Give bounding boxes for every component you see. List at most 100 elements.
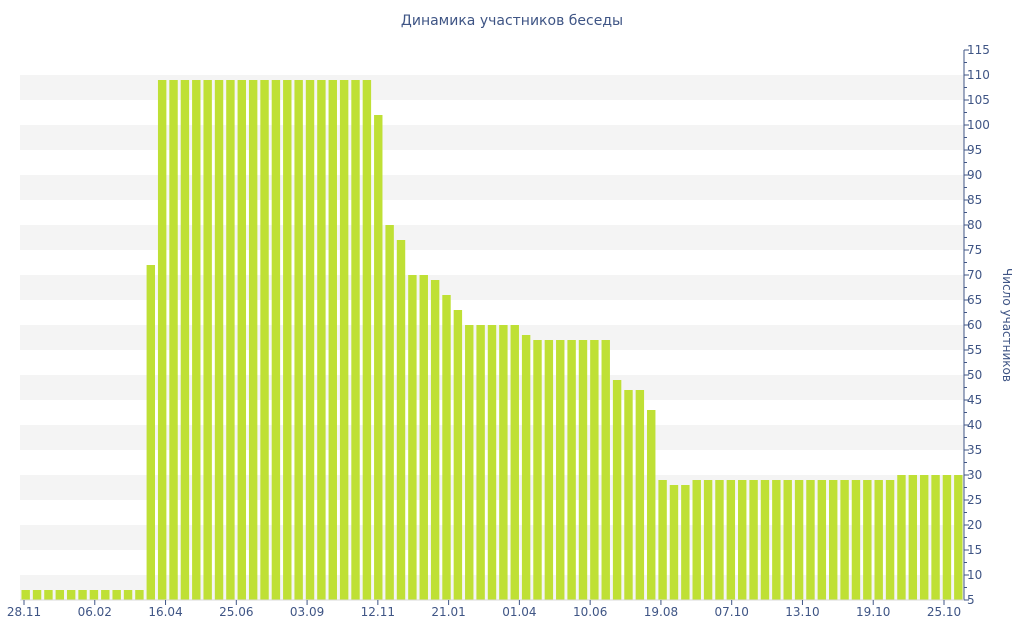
y-tick-label: 65 xyxy=(967,293,982,307)
bar xyxy=(942,475,952,600)
y-tick-label: 80 xyxy=(967,218,982,232)
bar xyxy=(624,390,633,600)
bar xyxy=(305,80,315,600)
bar xyxy=(783,480,792,600)
bar xyxy=(954,475,963,600)
bar xyxy=(214,80,224,600)
bar xyxy=(55,590,65,600)
bar xyxy=(681,485,690,600)
y-tick-label: 35 xyxy=(967,443,982,457)
x-tick-label: 10.06 xyxy=(573,605,607,619)
x-tick-label: 01.04 xyxy=(502,605,536,619)
y-tick-label: 95 xyxy=(967,143,982,157)
bar xyxy=(453,310,463,600)
x-tick-label: 28.11 xyxy=(7,605,41,619)
bar xyxy=(521,335,531,600)
bar xyxy=(226,80,235,600)
bar xyxy=(317,80,326,600)
bar xyxy=(66,590,76,600)
bar xyxy=(21,590,30,600)
x-tick-label: 25.06 xyxy=(219,605,253,619)
y-tick-label: 90 xyxy=(967,168,982,182)
y-tick-label: 105 xyxy=(967,93,990,107)
bar xyxy=(556,340,565,600)
y-tick-label: 20 xyxy=(967,518,982,532)
y-axis-label: Число участников xyxy=(1000,268,1014,382)
bar xyxy=(499,325,508,600)
bar xyxy=(863,480,872,600)
bar xyxy=(396,240,406,600)
bar xyxy=(828,480,838,600)
x-tick-label: 03.09 xyxy=(290,605,324,619)
bar xyxy=(203,80,212,600)
y-tick-label: 25 xyxy=(967,493,982,507)
bar xyxy=(647,410,656,600)
bar xyxy=(635,390,645,600)
bar xyxy=(32,590,42,600)
bar xyxy=(738,480,747,600)
y-tick-label: 100 xyxy=(967,118,990,132)
bar xyxy=(487,325,497,600)
y-tick-label: 30 xyxy=(967,468,982,482)
y-tick-label: 115 xyxy=(967,43,990,57)
bar xyxy=(339,80,349,600)
bar xyxy=(703,480,713,600)
bar xyxy=(567,340,576,600)
bar xyxy=(362,80,372,600)
y-tick-label: 75 xyxy=(967,243,982,257)
bar xyxy=(692,480,701,600)
bar xyxy=(112,590,121,600)
bar xyxy=(897,475,906,600)
bar xyxy=(658,480,667,600)
bar xyxy=(874,480,883,600)
bar xyxy=(419,275,428,600)
y-tick-label: 15 xyxy=(967,543,982,557)
bar xyxy=(840,480,849,600)
bar xyxy=(408,275,417,600)
bar xyxy=(590,340,599,600)
bar xyxy=(192,80,201,600)
y-tick-label: 60 xyxy=(967,318,982,332)
y-tick-label: 110 xyxy=(967,68,990,82)
bar xyxy=(169,80,178,600)
bar xyxy=(374,115,383,600)
y-tick-label: 50 xyxy=(967,368,982,382)
y-tick-label: 40 xyxy=(967,418,982,432)
bar xyxy=(476,325,485,600)
chart-title: Динамика участников беседы xyxy=(400,13,624,29)
bar xyxy=(465,325,474,600)
bar xyxy=(931,475,940,600)
bar xyxy=(510,325,519,600)
x-tick-label: 19.10 xyxy=(856,605,890,619)
bar xyxy=(806,480,815,600)
bar xyxy=(78,590,87,600)
bar xyxy=(248,80,258,600)
bar xyxy=(612,380,622,600)
bar xyxy=(760,480,770,600)
bar xyxy=(180,80,190,600)
x-tick-label: 25.10 xyxy=(927,605,961,619)
bar xyxy=(442,295,451,600)
bar xyxy=(749,480,758,600)
bar xyxy=(851,480,861,600)
bar xyxy=(157,80,167,600)
bar xyxy=(385,225,394,600)
bar xyxy=(601,340,610,600)
bar xyxy=(135,590,144,600)
bar xyxy=(294,80,303,600)
bar xyxy=(146,265,156,600)
y-tick-label: 85 xyxy=(967,193,982,207)
y-tick-label: 10 xyxy=(967,568,982,582)
bar xyxy=(544,340,554,600)
bar xyxy=(908,475,918,600)
bar xyxy=(794,480,804,600)
x-tick-label: 07.10 xyxy=(715,605,749,619)
bar xyxy=(237,80,246,600)
bar xyxy=(283,80,292,600)
bar xyxy=(44,590,53,600)
x-tick-label: 12.11 xyxy=(361,605,395,619)
bar xyxy=(726,480,736,600)
bar xyxy=(669,485,679,600)
x-tick-label: 19.08 xyxy=(644,605,678,619)
